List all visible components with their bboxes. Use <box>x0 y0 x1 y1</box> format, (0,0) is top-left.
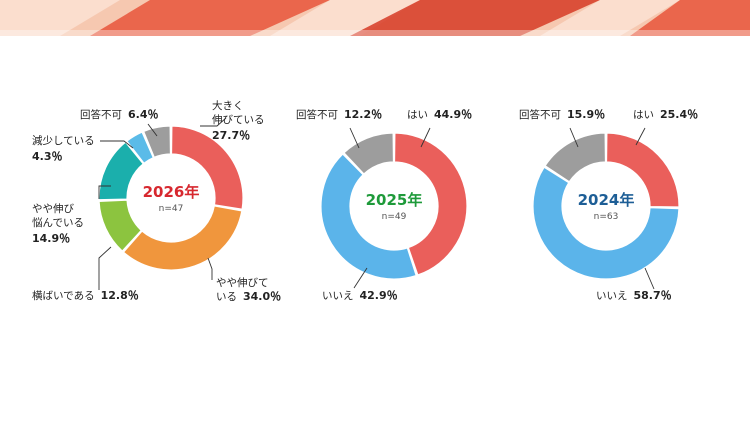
donut-chart-2024年: 2024年 n=63 はい 25.4％ いいえ 58.7％ 回答不可 15.9％ <box>519 108 698 302</box>
slice-label-text: 伸びている <box>212 114 265 126</box>
leader-line <box>98 246 112 290</box>
slice-value-label: 4.3％ <box>32 150 63 163</box>
slice-label: はい 44.9％ <box>407 108 472 121</box>
chart-sample-size: n=47 <box>159 204 184 214</box>
donut-slice <box>126 131 155 165</box>
slice-label: 回答不可 6.4％ <box>80 108 159 121</box>
banner-stripe <box>270 0 420 36</box>
donut-slice <box>98 199 143 252</box>
leader-line <box>100 140 134 149</box>
slice-label-text: 回答不可 12.2％ <box>296 108 382 121</box>
leader-line <box>635 127 646 146</box>
leader-line <box>147 123 158 137</box>
banner-stripe <box>0 0 120 36</box>
donut-slice <box>532 166 680 280</box>
donut-slice <box>320 153 417 280</box>
slice-label: はい 25.4％ <box>633 108 698 121</box>
banner-stripe <box>540 0 680 36</box>
chart-sample-size: n=49 <box>382 212 407 222</box>
slice-label-text: はい 25.4％ <box>633 108 698 121</box>
slice-label-text: 回答不可 15.9％ <box>519 108 605 121</box>
donut-chart-2025年: 2025年 n=49 はい 44.9％ いいえ 42.9％ 回答不可 12.2％ <box>296 108 472 302</box>
banner-stripe <box>90 0 330 36</box>
slice-label: いいえ 58.7％ <box>596 289 672 302</box>
leader-line <box>644 267 655 290</box>
leader-line <box>569 127 579 148</box>
slice-value-label: 58.7％ <box>634 289 672 302</box>
slice-value-label: 27.7％ <box>212 129 250 142</box>
slice-label-text: 回答不可 6.4％ <box>80 108 159 121</box>
slice-value-label: 14.9％ <box>32 232 70 245</box>
slice-value-label: 44.9％ <box>434 108 472 121</box>
chart-center-title: 2024年 <box>578 191 635 209</box>
leader-line <box>98 185 111 199</box>
donut-slice <box>142 125 172 159</box>
slice-label-text: いいえ 42.9％ <box>322 289 398 302</box>
leader-line <box>207 257 213 280</box>
donut-slice <box>170 125 244 210</box>
slice-label: 横ばいである 12.8％ <box>32 289 139 302</box>
banner-stripe <box>630 0 750 36</box>
slice-label-text: 大きく <box>212 99 244 112</box>
header-banner <box>0 0 750 36</box>
leader-line <box>420 127 431 148</box>
leader-line <box>200 117 227 127</box>
donut-slice <box>605 132 680 208</box>
slice-label-text: いいえ 58.7％ <box>596 289 672 302</box>
slice-label-text: やや伸び <box>32 203 74 215</box>
slice-label-text: 悩んでいる <box>32 216 84 229</box>
slice-label-text: やや伸びて <box>216 277 269 289</box>
leader-line <box>353 267 368 289</box>
chart-sample-size: n=63 <box>594 212 619 222</box>
slice-value-label: 15.9％ <box>567 108 605 121</box>
slice-value-label: 6.4％ <box>128 108 159 121</box>
leader-line <box>349 127 360 149</box>
slice-value-label: 42.9％ <box>360 289 398 302</box>
slice-value-label: 34.0％ <box>243 290 281 303</box>
slice-value-label: 12.8％ <box>101 289 139 302</box>
slice-label-text: 横ばいである 12.8％ <box>32 289 139 302</box>
slice-label: 減少している 4.3％ <box>32 134 95 163</box>
chart-center-title: 2026年 <box>143 183 200 201</box>
slice-label-text: いる 34.0％ <box>216 290 281 303</box>
slice-value-label: 25.4％ <box>660 108 698 121</box>
slice-label: 回答不可 12.2％ <box>296 108 382 121</box>
slice-value-label: 12.2％ <box>344 108 382 121</box>
donut-slice <box>544 132 607 183</box>
slice-label-text: はい 44.9％ <box>407 108 472 121</box>
slice-label-text: 減少している <box>32 134 95 147</box>
banner-stripe <box>350 0 600 36</box>
banner-fade <box>0 30 750 36</box>
donut-slice <box>393 132 468 276</box>
slice-label: 回答不可 15.9％ <box>519 108 605 121</box>
donut-slice <box>122 205 243 271</box>
slice-label: いいえ 42.9％ <box>322 289 398 302</box>
chart-center-title: 2025年 <box>366 191 423 209</box>
